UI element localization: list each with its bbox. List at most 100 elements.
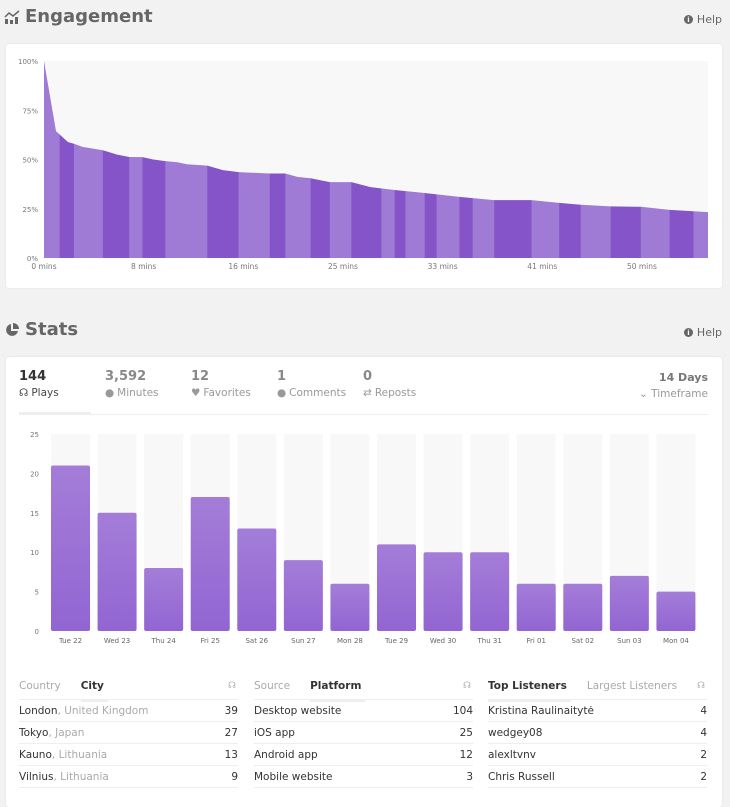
- table-tab[interactable]: City: [80, 679, 109, 702]
- row-sub: United Kingdom: [64, 704, 149, 717]
- table-row[interactable]: Kauno, Lithuania 13: [19, 744, 238, 766]
- tab-minutes[interactable]: 3,592 ● Minutes: [105, 369, 191, 399]
- help-label: Help: [696, 326, 722, 339]
- table-row[interactable]: London, United Kingdom 39: [19, 700, 238, 722]
- x-tick-label: Sat 02: [571, 637, 594, 645]
- table-row[interactable]: Tokyo, Japan 27: [19, 722, 238, 744]
- engagement-header: Engagement: [4, 6, 153, 27]
- row-value: 12: [459, 748, 473, 761]
- stats-help-link[interactable]: i Help: [683, 326, 722, 339]
- row-value: 2: [700, 770, 707, 783]
- bar: [470, 552, 510, 631]
- table-row[interactable]: Chris Russell 2: [488, 766, 707, 788]
- timeframe-value: 14 Days: [658, 371, 708, 384]
- x-tick-label: Tue 29: [384, 637, 408, 645]
- y-tick-label: 25: [30, 431, 39, 439]
- bar: [609, 575, 649, 631]
- table-header: Source Platform ☊: [254, 672, 473, 702]
- bar: [97, 512, 137, 631]
- row-sub: Japan: [55, 726, 85, 739]
- row-value: 3: [466, 770, 473, 783]
- help-label: Help: [696, 13, 722, 26]
- tab-label: Minutes: [117, 387, 159, 399]
- y-tick-label: 15: [30, 510, 39, 518]
- bar: [237, 528, 277, 631]
- row-value: 27: [224, 726, 238, 739]
- tab-label: Comments: [289, 387, 347, 399]
- row-value: 9: [231, 770, 238, 783]
- bar: [423, 552, 463, 631]
- headphones-icon: ☊: [228, 680, 236, 691]
- stats-card: 144 ☊ Plays 3,592 ● Minutes 12 ♥ Favorites 1 ● C…: [6, 357, 722, 807]
- engagement-title: Engagement: [25, 6, 153, 27]
- table-tab[interactable]: Top Listeners: [488, 679, 571, 702]
- table-row[interactable]: Vilnius, Lithuania 9: [19, 766, 238, 788]
- bar: [283, 560, 323, 631]
- headphones-icon: ☊: [463, 680, 471, 691]
- repost-icon: ⇄: [363, 387, 372, 399]
- chevron-down-icon: ⌄: [639, 388, 648, 400]
- bar: [377, 544, 416, 631]
- row-name: Mobile website: [254, 770, 333, 783]
- x-tick-label: Fri 25: [200, 637, 219, 645]
- table-row[interactable]: iOS app 25: [254, 722, 473, 744]
- headphones-icon: ☊: [697, 680, 705, 691]
- y-tick-label: 20: [30, 470, 39, 478]
- tab-label: Plays: [31, 387, 59, 399]
- row-value: 4: [700, 726, 707, 739]
- x-tick-label: 41 mins: [527, 262, 557, 271]
- table-row[interactable]: Desktop website 104: [254, 700, 473, 722]
- stats-header: Stats: [4, 319, 78, 340]
- listeners-table: Top Listeners Largest Listeners ☊ Kristina …: [488, 672, 707, 788]
- table-tab[interactable]: Source: [254, 679, 291, 692]
- comment-icon: ●: [277, 387, 287, 399]
- tab-reposts[interactable]: 0 ⇄ Reposts: [363, 369, 449, 399]
- table-header: Top Listeners Largest Listeners ☊: [488, 672, 707, 702]
- bar: [144, 567, 184, 631]
- y-tick-label: 25%: [22, 206, 38, 214]
- info-icon: i: [683, 15, 693, 24]
- x-tick-label: Thu 24: [151, 637, 177, 645]
- table-tab[interactable]: Country: [19, 679, 61, 692]
- row-separator: ,: [51, 748, 59, 761]
- x-tick-label: Sun 27: [291, 637, 315, 645]
- favorites-count: 12: [191, 369, 210, 384]
- bar: [516, 583, 556, 631]
- info-icon: i: [683, 328, 693, 337]
- comments-count: 1: [277, 369, 287, 384]
- tab-label: Reposts: [374, 387, 417, 399]
- x-tick-label: Fri 01: [526, 637, 545, 645]
- table-row[interactable]: alexltvnv 2: [488, 744, 707, 766]
- engagement-help-link[interactable]: i Help: [683, 13, 722, 26]
- row-name: Kristina Raulinaitytė: [488, 704, 594, 717]
- table-row[interactable]: Mobile website 3: [254, 766, 473, 788]
- table-row[interactable]: wedgey08 4: [488, 722, 707, 744]
- city-table: Country City ☊ London, United Kingdom 39 Toky…: [19, 672, 238, 788]
- bar: [51, 465, 90, 631]
- row-name: wedgey08: [488, 726, 543, 739]
- row-name: Desktop website: [254, 704, 342, 717]
- table-row[interactable]: Kristina Raulinaitytė 4: [488, 700, 707, 722]
- tab-comments[interactable]: 1 ● Comments: [277, 369, 363, 399]
- row-name: Vilnius: [19, 770, 54, 783]
- x-tick-label: Tue 22: [58, 637, 82, 645]
- y-tick-label: 100%: [18, 58, 38, 66]
- row-name: London: [19, 704, 58, 717]
- row-sub: Lithuania: [60, 770, 109, 783]
- row-value: 25: [459, 726, 473, 739]
- row-value: 39: [224, 704, 238, 717]
- table-tab[interactable]: Platform: [310, 679, 366, 702]
- table-tab[interactable]: Largest Listeners: [586, 679, 678, 692]
- row-name: Android app: [254, 748, 318, 761]
- tab-favorites[interactable]: 12 ♥ Favorites: [191, 369, 277, 399]
- tab-plays[interactable]: 144 ☊ Plays: [19, 369, 105, 399]
- y-tick-label: 10: [30, 549, 39, 557]
- bar: [656, 591, 696, 631]
- y-tick-label: 0%: [27, 255, 38, 263]
- plays-count: 144: [19, 369, 47, 384]
- timeframe-dropdown[interactable]: 14 Days ⌄ Timeframe: [639, 371, 708, 400]
- x-tick-label: 0 mins: [31, 262, 56, 271]
- row-value: 2: [700, 748, 707, 761]
- table-row[interactable]: Android app 12: [254, 744, 473, 766]
- engagement-chart-icon: [4, 9, 20, 24]
